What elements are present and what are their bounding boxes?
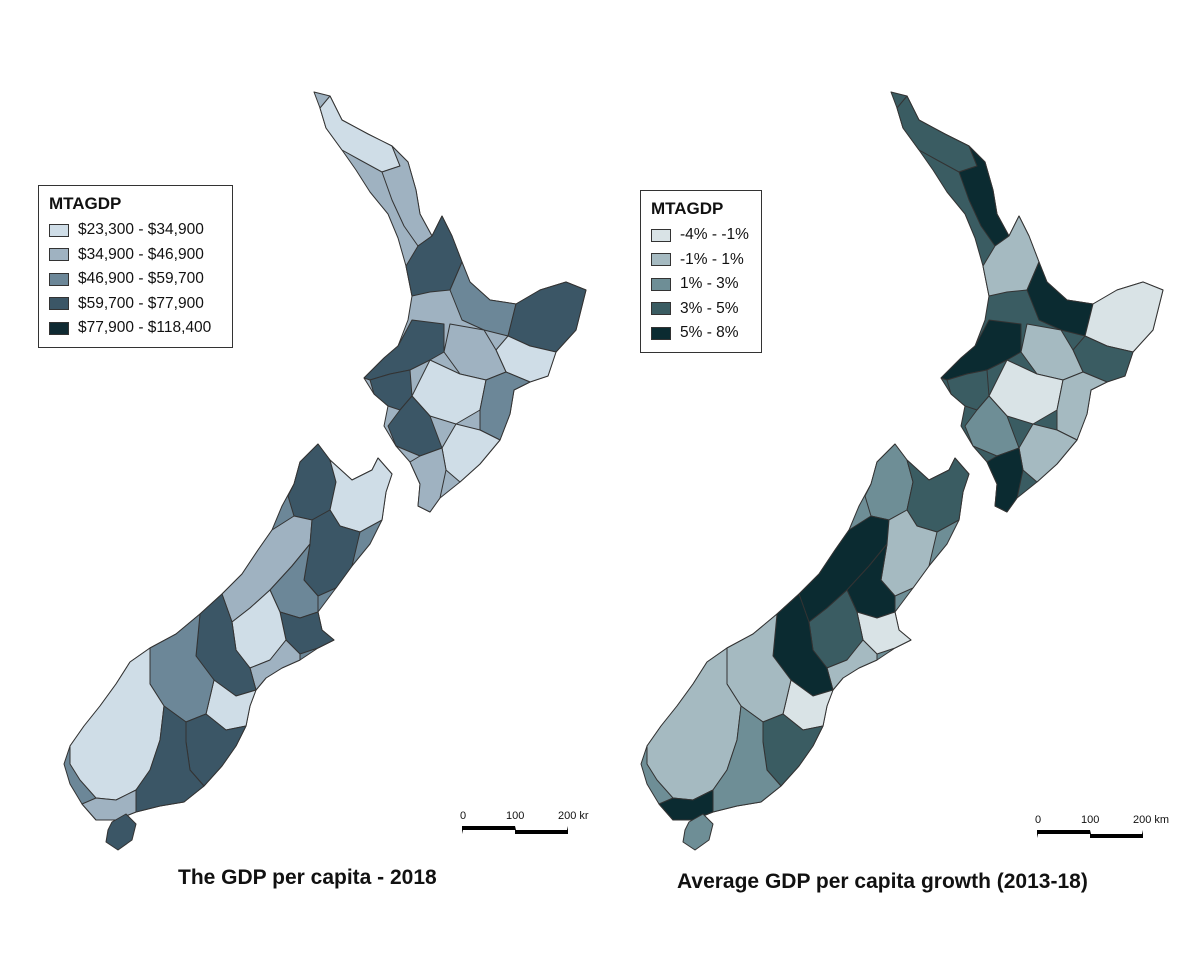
- legend-label: -4% - -1%: [680, 226, 749, 244]
- map-legend: MTAGDP $23,300 - $34,900 $34,900 - $46,9…: [38, 185, 233, 348]
- legend-item: $34,900 - $46,900: [49, 243, 222, 268]
- scale-bar-segment: [1090, 830, 1143, 838]
- legend-label: 5% - 8%: [680, 324, 739, 342]
- south-region-tasman: [287, 443, 337, 521]
- gdp-2018-map-panel: MTAGDP $23,300 - $34,900 $34,900 - $46,9…: [38, 91, 590, 889]
- scale-bar-segment: [515, 826, 568, 834]
- scale-bar: 0 100 200 kr: [460, 810, 590, 850]
- legend-title: MTAGDP: [49, 194, 122, 213]
- legend-item: $59,700 - $77,900: [49, 292, 222, 317]
- legend-label: $46,900 - $59,700: [78, 270, 204, 288]
- scale-tick-label: 100: [506, 810, 525, 822]
- scale-tick-label: 0: [460, 810, 467, 822]
- legend-label: -1% - 1%: [680, 250, 744, 268]
- nz-choropleth-map-2018: [63, 91, 587, 851]
- north-region-hawkes-south: [479, 371, 531, 441]
- legend-item: 3% - 5%: [651, 297, 751, 322]
- legend-label: $23,300 - $34,900: [78, 221, 204, 239]
- legend-item: $46,900 - $59,700: [49, 267, 222, 292]
- south-region-tasman: [864, 443, 914, 521]
- north-region-wellington: [409, 447, 447, 513]
- legend-swatch: [49, 297, 69, 311]
- legend-swatch: [651, 277, 671, 291]
- north-region-hawkes-south: [1056, 371, 1108, 441]
- map-caption: The GDP per capita - 2018: [178, 866, 437, 889]
- legend-item: $23,300 - $34,900: [49, 218, 222, 243]
- scale-tick-label: 200 km: [1133, 814, 1170, 826]
- legend-swatch: [49, 321, 69, 335]
- scale-bar: 0 100 200 km: [1035, 814, 1169, 854]
- south-region-timaru: [826, 639, 878, 691]
- south-region-southland: [135, 705, 205, 813]
- legend-item: -4% - -1%: [651, 223, 751, 248]
- legend-label: $77,900 - $118,400: [78, 319, 212, 337]
- legend-item: -1% - 1%: [651, 248, 751, 273]
- nz-choropleth-map-growth: [640, 91, 1164, 851]
- legend-label: 3% - 5%: [680, 299, 739, 317]
- south-region-marlborough: [906, 457, 970, 533]
- legend-label: $34,900 - $46,900: [78, 245, 204, 263]
- south-region-marlborough: [329, 457, 393, 533]
- legend-swatch: [49, 248, 69, 262]
- south-region-southland: [712, 705, 782, 813]
- north-region-wellington: [986, 447, 1024, 513]
- legend-title: MTAGDP: [651, 199, 724, 218]
- map-legend: MTAGDP -4% - -1% -1% - 1% 1% - 3% 3% - 5…: [640, 190, 762, 353]
- scale-tick-label: 100: [1081, 814, 1100, 826]
- legend-label: 1% - 3%: [680, 275, 739, 293]
- north-region-kapiti: [964, 395, 1020, 457]
- gdp-growth-map-panel: MTAGDP -4% - -1% -1% - 1% 1% - 3% 3% - 5…: [595, 0, 1190, 972]
- legend-label: $59,700 - $77,900: [78, 294, 204, 312]
- south-region-timaru: [249, 639, 301, 691]
- stewart-island: [682, 813, 714, 851]
- scale-tick-label: 200 kr: [558, 810, 589, 822]
- stewart-island: [105, 813, 137, 851]
- scale-bar-segment: [1037, 830, 1091, 838]
- scale-tick-label: 0: [1035, 814, 1042, 826]
- scale-bar-segment: [462, 826, 516, 834]
- legend-swatch: [651, 228, 671, 242]
- legend-item: 1% - 3%: [651, 272, 751, 297]
- north-region-kapiti: [387, 395, 443, 457]
- legend-item: $77,900 - $118,400: [49, 316, 222, 341]
- legend-swatch: [49, 223, 69, 237]
- legend-swatch: [651, 302, 671, 316]
- legend-item: 5% - 8%: [651, 321, 751, 346]
- legend-swatch: [49, 272, 69, 286]
- legend-swatch: [651, 326, 671, 340]
- map-caption: Average GDP per capita growth (2013-18): [677, 870, 1088, 893]
- legend-swatch: [651, 253, 671, 267]
